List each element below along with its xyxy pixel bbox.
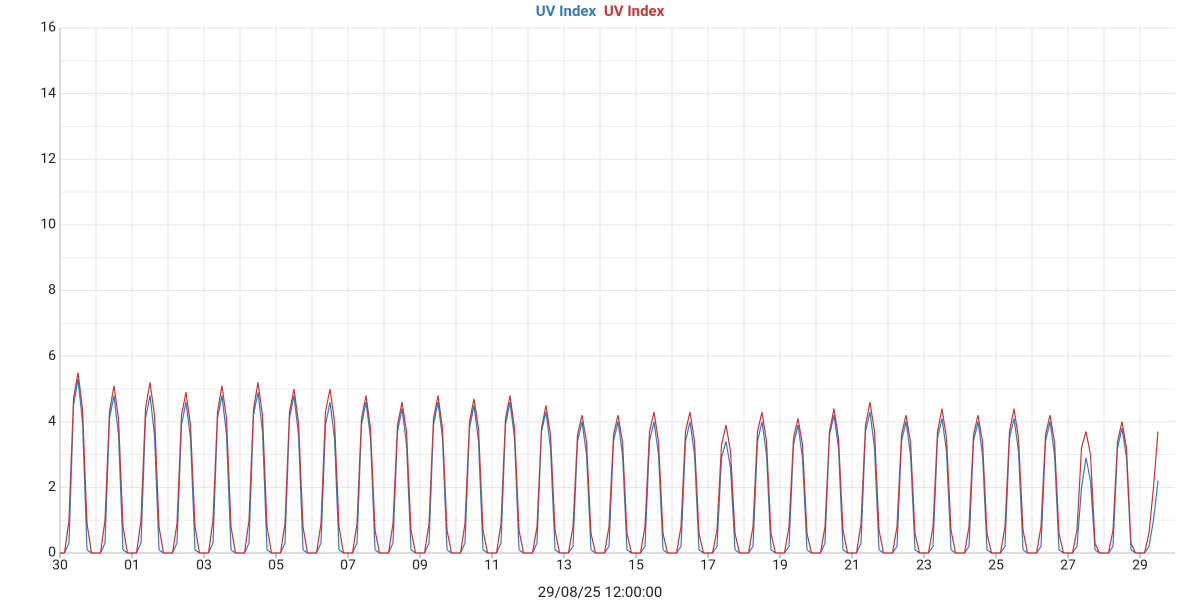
y-tick-label: 14 — [40, 85, 56, 101]
x-tick-label: 09 — [412, 558, 428, 574]
x-tick-label: 27 — [1060, 558, 1076, 574]
y-tick-label: 16 — [40, 20, 56, 36]
x-tick-label: 25 — [988, 558, 1004, 574]
x-tick-label: 11 — [484, 558, 500, 574]
x-tick-label: 13 — [556, 558, 572, 574]
x-tick-label: 07 — [340, 558, 356, 574]
x-tick-label: 29 — [1132, 558, 1148, 574]
y-tick-label: 10 — [40, 217, 56, 233]
y-tick-label: 4 — [48, 413, 56, 429]
x-tick-label: 05 — [268, 558, 284, 574]
y-tick-label: 2 — [48, 479, 56, 495]
x-tick-label: 19 — [772, 558, 788, 574]
x-tick-label: 01 — [124, 558, 140, 574]
x-tick-label: 21 — [844, 558, 860, 574]
legend-entry: UV Index — [536, 2, 597, 20]
y-tick-label: 12 — [40, 151, 56, 167]
series-line — [60, 372, 1159, 554]
x-tick-label: 30 — [52, 558, 68, 574]
x-tick-label: 23 — [916, 558, 932, 574]
y-tick-label: 6 — [48, 348, 56, 364]
chart-legend: UV Index UV Index — [536, 2, 665, 20]
y-tick-label: 0 — [48, 545, 56, 561]
x-axis-footer: 29/08/25 12:00:00 — [538, 583, 663, 600]
x-tick-label: 15 — [628, 558, 644, 574]
x-tick-label: 17 — [700, 558, 716, 574]
legend-entry: UV Index — [604, 2, 665, 20]
x-tick-label: 03 — [196, 558, 212, 574]
y-tick-label: 8 — [48, 282, 56, 298]
